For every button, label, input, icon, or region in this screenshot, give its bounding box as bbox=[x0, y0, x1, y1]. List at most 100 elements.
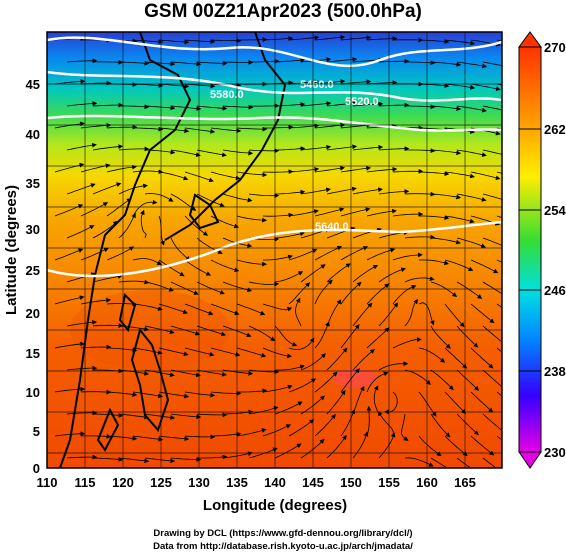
streamline bbox=[92, 144, 124, 151]
streamline bbox=[262, 169, 294, 175]
streamline bbox=[274, 325, 298, 347]
streamline bbox=[326, 57, 358, 63]
streamline bbox=[263, 124, 294, 130]
y-tick-label: 5 bbox=[33, 424, 40, 439]
streamline bbox=[444, 215, 475, 224]
streamline bbox=[196, 281, 225, 295]
streamline bbox=[170, 61, 202, 67]
streamline bbox=[392, 252, 423, 261]
streamline bbox=[210, 431, 242, 437]
streamline bbox=[378, 267, 406, 283]
streamline bbox=[92, 457, 124, 462]
colorbar-label: 254 bbox=[544, 203, 566, 218]
plot-frame bbox=[46, 31, 503, 469]
streamline bbox=[340, 368, 360, 393]
streamline bbox=[418, 39, 450, 44]
streamline bbox=[496, 303, 502, 309]
streamline bbox=[378, 302, 399, 327]
streamline bbox=[132, 303, 163, 311]
streamline bbox=[54, 248, 84, 261]
streamline bbox=[352, 264, 379, 283]
streamline bbox=[80, 389, 112, 395]
streamline bbox=[170, 457, 202, 462]
streamline bbox=[340, 165, 372, 173]
streamline bbox=[132, 258, 162, 266]
streamline bbox=[196, 412, 228, 418]
streamline bbox=[196, 61, 228, 66]
y-axis-label: Latitude (degrees) bbox=[3, 185, 20, 315]
streamline bbox=[430, 457, 448, 468]
streamline bbox=[418, 347, 446, 363]
streamline bbox=[80, 122, 112, 129]
streamline bbox=[405, 148, 436, 154]
streamline bbox=[430, 281, 458, 297]
streamline bbox=[419, 215, 450, 221]
streamline bbox=[456, 281, 483, 299]
streamline bbox=[456, 369, 480, 391]
streamline bbox=[288, 123, 320, 129]
colorbar-label: 230 bbox=[544, 445, 566, 460]
streamline bbox=[274, 271, 304, 283]
streamline bbox=[248, 325, 276, 342]
streamline bbox=[274, 57, 306, 63]
streamline bbox=[80, 434, 112, 439]
x-axis: 110 115 120 125 130 135 140 145 150 155 … bbox=[37, 475, 476, 490]
streamline bbox=[92, 220, 118, 239]
streamline bbox=[170, 105, 202, 111]
streamline bbox=[326, 263, 351, 283]
streamline bbox=[118, 369, 150, 376]
streamline bbox=[92, 102, 124, 108]
streamline bbox=[236, 171, 268, 178]
streamline bbox=[184, 171, 214, 183]
streamline bbox=[288, 419, 315, 437]
streamline bbox=[158, 303, 188, 315]
streamline bbox=[184, 215, 209, 236]
x-tick-label: 165 bbox=[454, 475, 476, 490]
x-tick-label: 115 bbox=[75, 475, 96, 490]
streamline bbox=[401, 413, 409, 442]
streamline bbox=[262, 303, 293, 312]
streamlines bbox=[54, 34, 502, 468]
streamline bbox=[66, 225, 95, 239]
streamline bbox=[456, 325, 479, 348]
streamline bbox=[300, 438, 325, 459]
streamline bbox=[470, 347, 494, 369]
streamline bbox=[274, 189, 306, 195]
streamline bbox=[170, 237, 191, 261]
streamline bbox=[470, 435, 495, 456]
y-tick-label: 40 bbox=[26, 127, 40, 142]
streamline bbox=[340, 281, 362, 305]
streamline bbox=[378, 432, 396, 459]
streamline bbox=[430, 237, 461, 245]
streamline bbox=[444, 347, 468, 369]
streamline bbox=[236, 215, 267, 223]
streamline bbox=[366, 327, 390, 349]
streamline bbox=[405, 104, 436, 110]
streamline bbox=[482, 413, 502, 434]
streamline bbox=[496, 259, 502, 263]
streamline bbox=[288, 167, 320, 173]
streamline bbox=[196, 149, 227, 158]
streamline bbox=[326, 434, 347, 459]
streamline bbox=[248, 281, 280, 287]
streamline bbox=[444, 303, 465, 328]
streamline bbox=[275, 364, 305, 371]
streamline bbox=[210, 303, 240, 316]
contour-label-5640: 5640.0 bbox=[315, 221, 349, 233]
streamline bbox=[404, 234, 436, 240]
streamline bbox=[106, 301, 138, 307]
streamline bbox=[106, 347, 138, 353]
y-tick-label: 10 bbox=[26, 385, 40, 400]
streamline bbox=[444, 435, 468, 457]
streamline bbox=[54, 79, 86, 85]
streamline bbox=[274, 231, 305, 239]
streamline bbox=[300, 353, 326, 371]
colorbar: 270 262 254 246 238 230 bbox=[518, 31, 566, 469]
streamline bbox=[496, 391, 502, 397]
streamline bbox=[340, 207, 371, 217]
streamline bbox=[80, 344, 112, 350]
streamline bbox=[352, 101, 384, 107]
streamline bbox=[430, 105, 462, 111]
streamline bbox=[66, 183, 96, 195]
